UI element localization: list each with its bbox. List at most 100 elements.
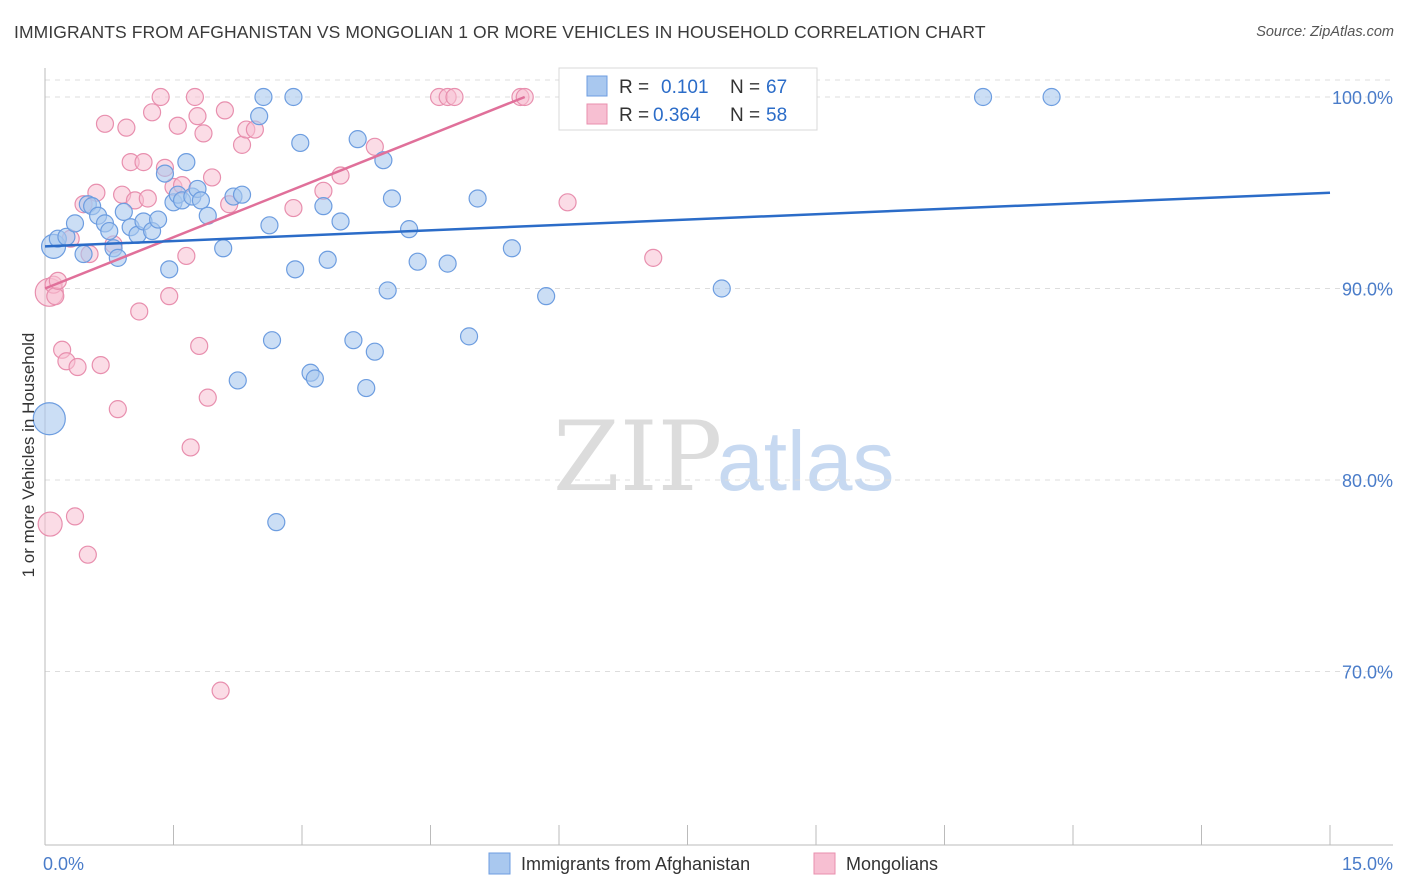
mongolians-point [365,137,384,156]
legend-r-label-1: R = [619,77,649,98]
mongolians-point [445,87,464,107]
watermark-atlas: atlas [717,414,894,508]
afghanistan-point [254,87,273,107]
afghanistan-point [365,342,384,361]
afghanistan-point [228,371,247,390]
mongolians-point [198,388,217,407]
y-tick-label: 90.0% [1342,280,1393,300]
mongolians-point [130,302,149,321]
legend-n-value-1: 67 [766,77,787,98]
y-tick-labels: 70.0% 80.0% 90.0% 100.0% [1332,88,1393,683]
mongolians-trend-line [44,95,526,290]
afghanistan-point [148,210,168,229]
afghanistan-point [155,164,175,183]
afghanistan-point [438,254,457,273]
afghanistan-points [32,87,1061,532]
afghanistan-point [973,87,993,107]
bottom-legend-label-1: Immigrants from Afghanistan [521,854,750,874]
y-tick-label: 80.0% [1342,471,1393,491]
afghanistan-point [468,189,487,208]
stats-legend: R = 0.101 N = 67 R = 0.364 N = 58 [558,67,818,131]
afghanistan-point [344,331,363,350]
afghanistan-point [74,244,93,264]
y-tick-label: 100.0% [1332,88,1393,108]
afghanistan-point [260,216,279,235]
series-legend: Immigrants from Afghanistan Mongolians [488,852,938,875]
mongolians-point [95,114,115,133]
bottom-legend-swatch-pink [813,852,836,875]
legend-n-label-2: N = [730,105,760,126]
afghanistan-point [32,402,66,436]
mongolians-point [211,681,230,700]
x-tick-labels: 0.0% 15.0% [43,854,1393,874]
afghanistan-point [267,513,286,532]
mongolians-point [232,135,252,154]
afghanistan-point [284,87,303,107]
legend-r-value-1: 0.101 [661,77,709,98]
trend-lines [44,95,1331,290]
afghanistan-point [502,239,521,258]
mongolians-point [78,545,97,564]
mongolians-point [46,287,65,306]
mongolians-point [37,511,63,537]
mongolians-point [91,356,110,375]
watermark-zip: ZIP [553,401,722,513]
bottom-legend-label-2: Mongolians [846,854,938,874]
mongolians-point [181,438,200,457]
afghanistan-point [114,202,133,221]
mongolians-point [138,189,157,208]
afghanistan-point [399,220,419,239]
afghanistan-trend-line [44,191,1331,248]
afghanistan-point [262,331,282,350]
afghanistan-point [537,287,556,306]
mongolians-points [34,87,663,700]
mongolians-point [108,400,127,419]
mongolians-point [188,107,207,126]
x-tick-label-max: 15.0% [1342,854,1393,874]
mongolians-point [117,118,136,137]
mongolians-point [202,168,222,187]
mongolians-point [134,153,153,172]
chart-title: IMMIGRANTS FROM AFGHANISTAN VS MONGOLIAN… [14,22,986,42]
afghanistan-point [100,221,119,241]
mongolians-point [160,287,179,306]
legend-n-value-2: 58 [766,105,787,126]
afghanistan-point [191,191,211,210]
mongolians-point [68,357,87,377]
mongolians-point [65,507,85,526]
afghanistan-point [318,250,337,269]
afghanistan-point [331,212,350,231]
mongolians-point [215,101,234,120]
afghanistan-point [357,378,376,398]
afghanistan-point [459,327,479,346]
legend-swatch-blue [586,75,608,97]
mongolians-point [177,246,196,266]
afghanistan-point [177,153,196,172]
afghanistan-point [712,279,731,298]
legend-n-label-1: N = [730,77,760,98]
mongolians-point [151,87,170,107]
afghanistan-point [160,260,179,279]
x-tick-label-min: 0.0% [43,854,84,874]
afghanistan-point [314,197,333,216]
afghanistan-point [378,281,397,300]
afghanistan-point [214,239,233,258]
bottom-legend-swatch-blue [488,852,511,875]
legend-r-label-2: R = [619,105,649,126]
mongolians-point [314,181,333,200]
afghanistan-point [65,214,85,233]
mongolians-point [168,116,187,135]
legend-r-value-2: 0.364 [653,105,701,126]
afghanistan-point [286,260,305,279]
mongolians-point [194,124,213,143]
y-tick-label: 70.0% [1342,663,1393,683]
afghanistan-point [408,252,427,271]
mongolians-point [190,336,209,356]
grid-lines [45,79,1393,672]
mongolians-point [644,248,663,267]
y-axis-title: 1 or more Vehicles in Household [19,333,38,578]
mongolians-point [558,193,577,212]
afghanistan-point [382,189,402,208]
legend-swatch-pink [586,103,608,125]
